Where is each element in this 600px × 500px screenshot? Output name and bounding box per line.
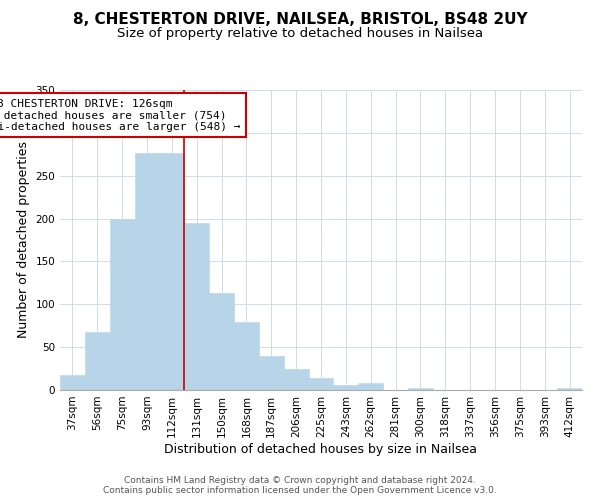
Bar	[284, 370, 308, 390]
Bar	[60, 374, 85, 390]
Bar	[408, 388, 433, 390]
Bar	[85, 332, 110, 390]
Text: Contains HM Land Registry data © Crown copyright and database right 2024.: Contains HM Land Registry data © Crown c…	[124, 476, 476, 485]
Bar	[308, 378, 334, 390]
Bar	[557, 388, 582, 390]
Bar	[184, 223, 209, 390]
Text: 8, CHESTERTON DRIVE, NAILSEA, BRISTOL, BS48 2UY: 8, CHESTERTON DRIVE, NAILSEA, BRISTOL, B…	[73, 12, 527, 28]
Text: Contains public sector information licensed under the Open Government Licence v3: Contains public sector information licen…	[103, 486, 497, 495]
Bar	[259, 356, 284, 390]
Bar	[358, 383, 383, 390]
Text: Size of property relative to detached houses in Nailsea: Size of property relative to detached ho…	[117, 28, 483, 40]
Bar	[110, 218, 134, 390]
Bar	[134, 152, 160, 390]
Bar	[209, 293, 234, 390]
Bar	[234, 322, 259, 390]
Bar	[160, 152, 184, 390]
Bar	[334, 385, 358, 390]
Y-axis label: Number of detached properties: Number of detached properties	[17, 142, 30, 338]
X-axis label: Distribution of detached houses by size in Nailsea: Distribution of detached houses by size …	[164, 442, 478, 456]
Text: 8 CHESTERTON DRIVE: 126sqm
← 58% of detached houses are smaller (754)
42% of sem: 8 CHESTERTON DRIVE: 126sqm ← 58% of deta…	[0, 98, 240, 132]
